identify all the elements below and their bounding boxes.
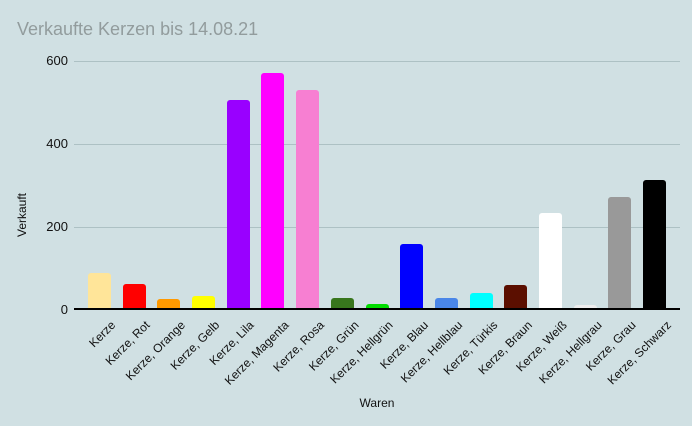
gridline xyxy=(74,61,680,62)
y-tick-label: 600 xyxy=(46,53,68,68)
chart-title: Verkaufte Kerzen bis 14.08.21 xyxy=(17,19,259,39)
bar[interactable] xyxy=(87,273,111,310)
gridline xyxy=(74,144,680,145)
bar[interactable] xyxy=(330,297,354,310)
bar[interactable] xyxy=(504,285,528,310)
bar[interactable] xyxy=(469,293,493,310)
bar[interactable] xyxy=(365,304,389,310)
bar[interactable] xyxy=(573,305,597,310)
bar[interactable] xyxy=(643,179,667,310)
bar[interactable] xyxy=(261,72,285,310)
bar[interactable] xyxy=(226,100,250,310)
bar[interactable] xyxy=(434,297,458,310)
bar[interactable] xyxy=(191,295,215,310)
bar[interactable] xyxy=(122,284,146,310)
bar[interactable] xyxy=(157,299,181,310)
bar[interactable] xyxy=(539,212,563,310)
y-axis-ticks: 0 200 400 600 xyxy=(0,53,68,317)
x-axis-title: Waren xyxy=(359,396,395,410)
x-axis-labels: Kerze Kerze, Rot Kerze, Orange Kerze, Gelb K… xyxy=(86,318,674,388)
y-tick-label: 0 xyxy=(60,302,68,317)
bar[interactable] xyxy=(400,244,424,310)
bar[interactable] xyxy=(608,197,632,310)
bar[interactable] xyxy=(296,90,320,310)
y-tick-label: 200 xyxy=(46,219,68,234)
plot-area xyxy=(74,61,680,310)
x-axis-baseline xyxy=(74,308,680,310)
y-tick-label: 400 xyxy=(46,136,68,151)
gridline xyxy=(74,227,680,228)
